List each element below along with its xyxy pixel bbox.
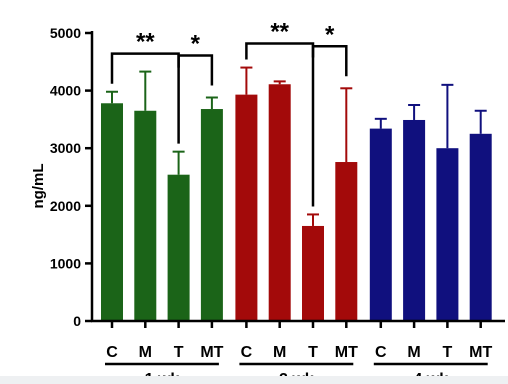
x-tick-label: MT: [200, 344, 223, 361]
bar: [101, 103, 123, 321]
x-tick-label: T: [308, 344, 318, 361]
y-axis-label: ng/mL: [30, 164, 47, 209]
significance-label: **: [136, 29, 155, 56]
error-bars-layer: [106, 66, 487, 226]
bar: [235, 94, 258, 321]
bar: [302, 225, 324, 321]
y-tick-label: 0: [73, 313, 81, 329]
x-tick-label: M: [273, 344, 286, 361]
y-tick-label: 5000: [50, 25, 81, 41]
significance-label: *: [325, 21, 335, 48]
x-tick-label: C: [241, 344, 253, 361]
bar: [335, 162, 358, 321]
bar: [403, 119, 426, 321]
x-tick-label: C: [375, 344, 387, 361]
x-tick-label: M: [407, 344, 420, 361]
x-tick-label: MT: [335, 344, 358, 361]
y-tick-label: 2000: [50, 198, 81, 214]
x-tick-label: MT: [469, 344, 492, 361]
significance-bracket: [245, 42, 315, 60]
significance-label: *: [191, 31, 201, 58]
bar: [200, 109, 223, 321]
y-axis: 0 1000 2000 3000 4000 5000: [50, 25, 94, 329]
bar: [436, 148, 459, 321]
y-tick-label: 3000: [50, 140, 81, 156]
x-tick-label: M: [139, 344, 152, 361]
bars-layer: [101, 84, 492, 321]
bar: [167, 174, 190, 321]
y-tick-label: 4000: [50, 83, 81, 99]
bar: [134, 110, 157, 321]
x-axis: C M T MT C M T MT C M T MT: [91, 319, 505, 361]
y-tick-label: 1000: [50, 255, 81, 271]
bottom-strip: [0, 376, 508, 384]
significance-label: **: [270, 19, 289, 46]
x-tick-label: C: [106, 344, 118, 361]
bar: [369, 128, 392, 321]
x-tick-label: T: [443, 344, 453, 361]
significance-layer: ** * ** *: [110, 19, 348, 207]
x-tick-label: T: [174, 344, 184, 361]
bar: [268, 84, 291, 321]
significance-bracket: [177, 54, 214, 144]
significance-bracket: [311, 45, 348, 207]
bar: [469, 133, 492, 321]
